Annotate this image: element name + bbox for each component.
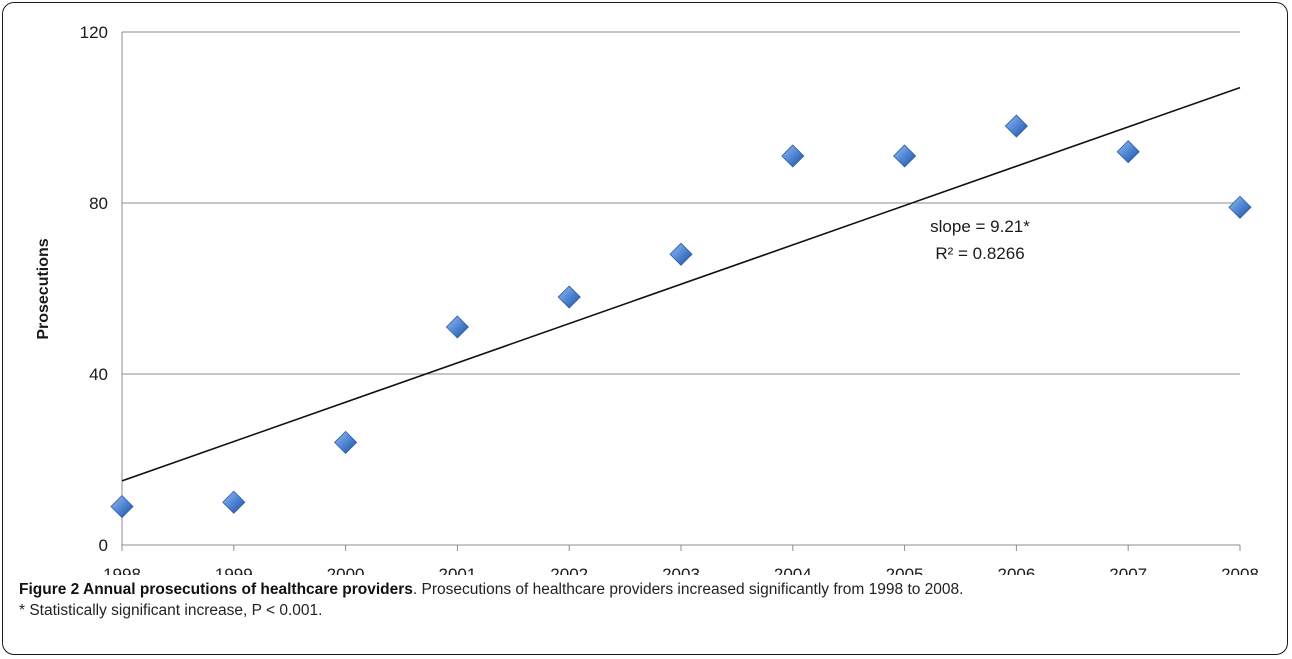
data-point-2001: [445, 315, 469, 339]
x-tick-label: 2001: [438, 565, 476, 575]
y-tick-label: 40: [89, 365, 108, 384]
x-tick-label: 1998: [103, 565, 141, 575]
x-tick-label: 2003: [662, 565, 700, 575]
data-point-2004: [781, 144, 805, 168]
data-point-2006: [1004, 114, 1028, 138]
data-point-2005: [893, 144, 917, 168]
y-tick-label: 120: [80, 23, 108, 42]
caption-text: . Prosecutions of healthcare providers i…: [412, 581, 964, 598]
figure-caption: Figure 2 Annual prosecutions of healthca…: [19, 579, 1271, 621]
y-tick-label: 80: [89, 194, 108, 213]
x-tick-label: 2007: [1109, 565, 1147, 575]
x-tick-label: 2002: [550, 565, 588, 575]
data-point-2007: [1116, 140, 1140, 164]
x-tick-label: 2006: [997, 565, 1035, 575]
data-point-1999: [222, 490, 246, 514]
annotation-slope: slope = 9.21*: [930, 217, 1030, 236]
caption-label: Figure 2 Annual prosecutions of healthca…: [19, 581, 413, 598]
x-tick-label: 2008: [1221, 565, 1259, 575]
annotation-r2: R² = 0.8266: [935, 244, 1024, 263]
data-point-2002: [557, 285, 581, 309]
data-point-1998: [110, 494, 134, 519]
data-point-2008: [1228, 195, 1252, 219]
data-point-2003: [669, 242, 693, 266]
x-tick-label: 2000: [327, 565, 365, 575]
y-tick-label: 0: [99, 536, 108, 555]
data-point-2000: [334, 430, 358, 454]
scatter-chart: 0 40 80 120 1998 1999 2000 2001 2002 2003 2004 200…: [35, 23, 1259, 575]
x-tick-label: 2005: [886, 565, 924, 575]
caption-note: * Statistically significant increase, P …: [19, 602, 323, 619]
x-tick-label: 2004: [774, 565, 812, 575]
y-axis-label: Prosecutions: [35, 238, 52, 339]
trendline: [121, 86, 1241, 482]
x-tick-label: 1999: [215, 565, 253, 575]
